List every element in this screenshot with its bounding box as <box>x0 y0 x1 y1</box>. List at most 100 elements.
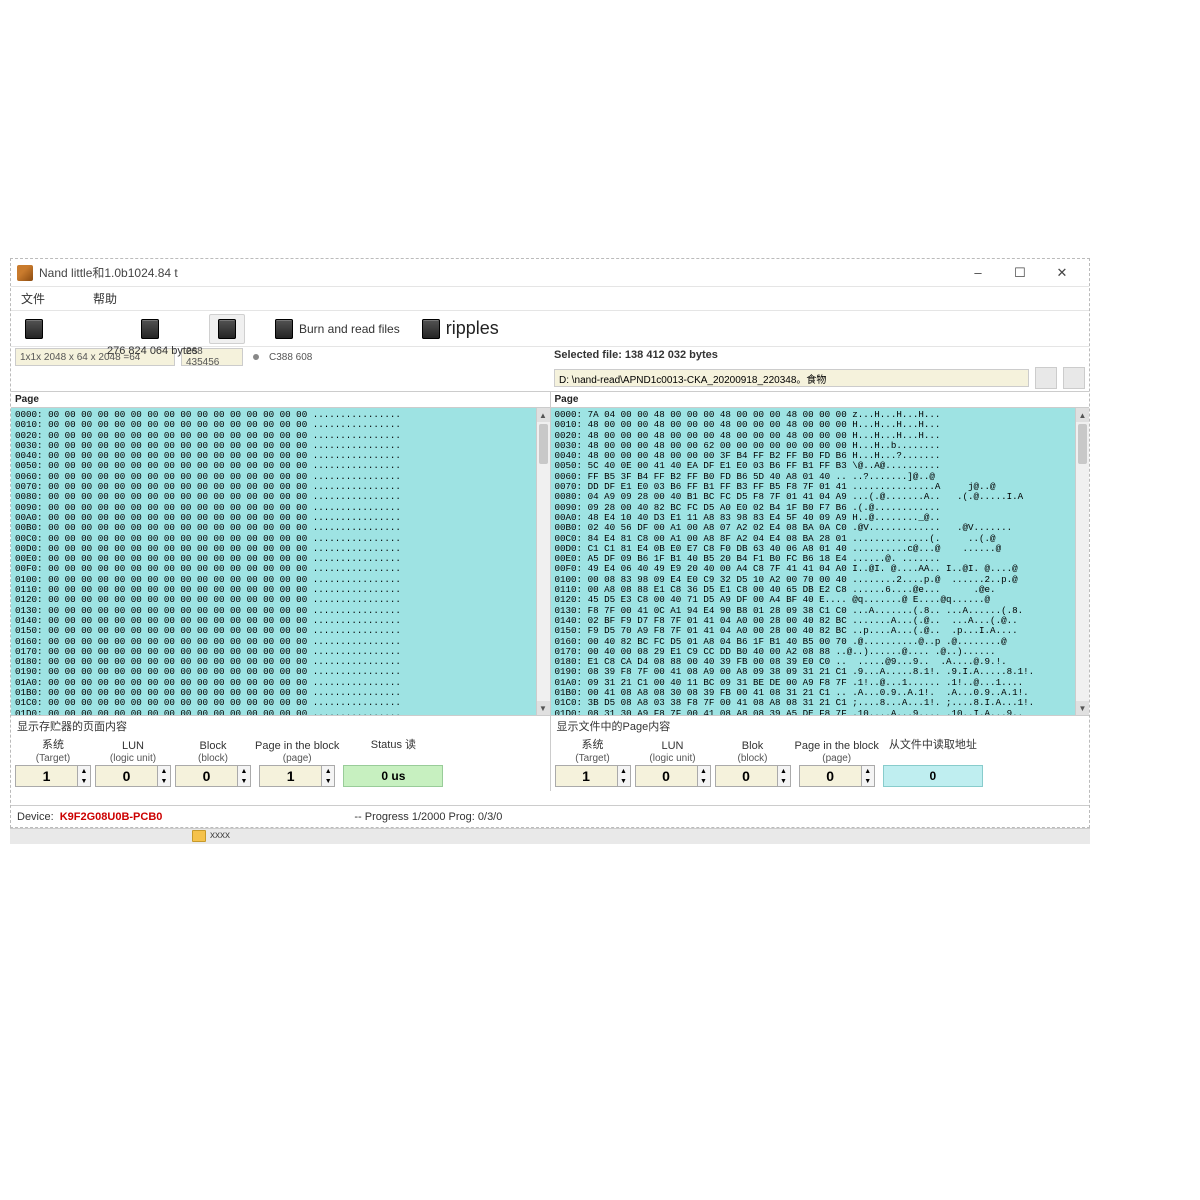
col-header: Block <box>200 740 227 752</box>
chip-icon <box>422 319 440 339</box>
col-header: Page in the block <box>795 740 879 752</box>
spin-down-icon[interactable]: ▼ <box>322 776 334 786</box>
right-addr-col: 从文件中读取地址 0 <box>883 736 983 787</box>
spin-up-icon[interactable]: ▲ <box>618 766 630 776</box>
col-header: Page in the block <box>255 740 339 752</box>
left-val-2-input[interactable] <box>175 765 237 787</box>
col-subheader: (block) <box>737 753 767 764</box>
scroll-up-icon[interactable]: ▲ <box>537 408 550 422</box>
right-col-0: 系统 (Target) ▲ ▼ <box>555 736 631 787</box>
chip-icon <box>25 319 43 339</box>
status-value: 0 us <box>343 765 443 787</box>
spin-up-icon[interactable]: ▲ <box>158 766 170 776</box>
scroll-down-icon[interactable]: ▼ <box>1076 701 1089 715</box>
right-val-3[interactable]: ▲ ▼ <box>799 765 875 787</box>
spin-down-icon[interactable]: ▼ <box>158 776 170 786</box>
left-scrollbar[interactable]: ▲ ▼ <box>536 408 550 715</box>
spin-up-icon[interactable]: ▲ <box>322 766 334 776</box>
close-button[interactable]: ✕ <box>1041 261 1083 285</box>
scroll-thumb[interactable] <box>1078 424 1087 464</box>
app-icon <box>17 265 33 281</box>
right-val-3-input[interactable] <box>799 765 861 787</box>
spin-down-icon[interactable]: ▼ <box>238 776 250 786</box>
col-subheader: (Target) <box>36 753 70 764</box>
left-status-col: Status 读 0 us <box>343 736 443 787</box>
scroll-up-icon[interactable]: ▲ <box>1076 408 1089 422</box>
left-ctrl-caption: 显示存贮器的页面内容 <box>11 716 550 734</box>
file-action-2[interactable] <box>1063 367 1085 389</box>
file-action-1[interactable] <box>1035 367 1057 389</box>
left-ctrl-row: 系统 (Target) ▲ ▼ LUN (logic unit) ▲ ▼ Blo… <box>11 734 550 791</box>
right-col-1: LUN (logic unit) ▲ ▼ <box>635 740 711 787</box>
tool-ripples[interactable]: ripples <box>414 314 507 344</box>
left-col-0: 系统 (Target) ▲ ▼ <box>15 736 91 787</box>
addr-value: 0 <box>883 765 983 787</box>
left-col-2: Block (block) ▲ ▼ <box>175 740 251 787</box>
right-scrollbar[interactable]: ▲ ▼ <box>1075 408 1089 715</box>
col-subheader: (Target) <box>575 753 609 764</box>
addr-header: 从文件中读取地址 <box>889 736 977 752</box>
spin-up-icon[interactable]: ▲ <box>698 766 710 776</box>
right-val-2-input[interactable] <box>715 765 777 787</box>
menu-file[interactable]: 文件 <box>21 290 45 307</box>
left-page-label: Page <box>11 392 550 408</box>
tool-ripples-label: ripples <box>446 318 499 339</box>
spin-down-icon[interactable]: ▼ <box>698 776 710 786</box>
param-num2: C388 608 <box>269 352 312 363</box>
menu-help[interactable]: 帮助 <box>93 290 117 307</box>
left-col-1: LUN (logic unit) ▲ ▼ <box>95 740 171 787</box>
tool-chip-3-active[interactable] <box>209 314 245 344</box>
left-val-0[interactable]: ▲ ▼ <box>15 765 91 787</box>
left-val-0-input[interactable] <box>15 765 77 787</box>
left-val-3[interactable]: ▲ ▼ <box>259 765 335 787</box>
col-header: 系统 <box>582 736 604 752</box>
spin-up-icon[interactable]: ▲ <box>78 766 90 776</box>
spin-up-icon[interactable]: ▲ <box>862 766 874 776</box>
right-val-0[interactable]: ▲ ▼ <box>555 765 631 787</box>
spin-down-icon[interactable]: ▼ <box>618 776 630 786</box>
left-hex-view[interactable]: 0000: 00 00 00 00 00 00 00 00 00 00 00 0… <box>11 408 536 715</box>
tool-chip-2[interactable] <box>133 314 167 344</box>
minimize-button[interactable]: – <box>957 261 999 285</box>
toolbar: Burn and read files ripples <box>11 311 1089 347</box>
tool-burn-read[interactable]: Burn and read files <box>267 314 408 344</box>
chip-icon <box>218 319 236 339</box>
title-bar: Nand little和1.0b1024.84 t – ☐ ✕ <box>11 259 1089 287</box>
spin-up-icon[interactable]: ▲ <box>238 766 250 776</box>
device-label: Device: <box>17 811 54 823</box>
tool-burn-read-label: Burn and read files <box>299 322 400 336</box>
spin-down-icon[interactable]: ▼ <box>78 776 90 786</box>
left-val-1[interactable]: ▲ ▼ <box>95 765 171 787</box>
col-subheader: (page) <box>822 753 851 764</box>
spin-down-icon[interactable]: ▼ <box>778 776 790 786</box>
right-hex-view[interactable]: 0000: 7A 04 00 00 48 00 00 00 48 00 00 0… <box>551 408 1076 715</box>
spin-up-icon[interactable]: ▲ <box>778 766 790 776</box>
left-val-1-input[interactable] <box>95 765 157 787</box>
menu-bar: 文件 帮助 <box>11 287 1089 311</box>
taskbar-peek: xxxx <box>10 828 1090 844</box>
tool-chip-1[interactable] <box>17 314 51 344</box>
col-subheader: (logic unit) <box>110 753 156 764</box>
spin-down-icon[interactable]: ▼ <box>862 776 874 786</box>
bytes-caption: 276 824 064 bytes <box>107 345 198 357</box>
left-val-2[interactable]: ▲ ▼ <box>175 765 251 787</box>
right-val-1[interactable]: ▲ ▼ <box>635 765 711 787</box>
col-header: Blok <box>742 740 763 752</box>
right-pane: Page 0000: 7A 04 00 00 48 00 00 00 48 00… <box>550 392 1090 791</box>
selected-file-path[interactable]: D: \nand-read\APND1c0013-CKA_20200918_22… <box>554 369 1029 387</box>
left-pane: Page 0000: 00 00 00 00 00 00 00 00 00 00… <box>11 392 550 791</box>
right-val-0-input[interactable] <box>555 765 617 787</box>
col-subheader: (page) <box>283 753 312 764</box>
maximize-button[interactable]: ☐ <box>999 261 1041 285</box>
scroll-thumb[interactable] <box>539 424 548 464</box>
param-strip: 1x1x 2048 x 64 x 2048 =64 268 435456 C38… <box>11 347 550 367</box>
right-val-2[interactable]: ▲ ▼ <box>715 765 791 787</box>
col-header: LUN <box>661 740 683 752</box>
folder-icon[interactable] <box>192 830 206 842</box>
scroll-down-icon[interactable]: ▼ <box>537 701 550 715</box>
col-header: LUN <box>122 740 144 752</box>
right-col-3: Page in the block (page) ▲ ▼ <box>795 740 879 787</box>
right-val-1-input[interactable] <box>635 765 697 787</box>
separator-dot <box>253 354 259 360</box>
left-val-3-input[interactable] <box>259 765 321 787</box>
